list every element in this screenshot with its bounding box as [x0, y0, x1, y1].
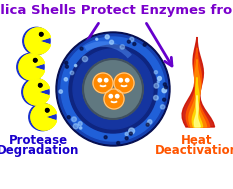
- Circle shape: [158, 77, 161, 80]
- Circle shape: [72, 117, 76, 122]
- Circle shape: [126, 78, 129, 82]
- Circle shape: [110, 40, 113, 44]
- Polygon shape: [23, 60, 31, 64]
- Circle shape: [82, 56, 88, 62]
- Circle shape: [164, 86, 168, 89]
- Wedge shape: [24, 79, 49, 105]
- Circle shape: [105, 35, 109, 39]
- Circle shape: [125, 132, 128, 136]
- Circle shape: [65, 61, 68, 64]
- Circle shape: [29, 103, 56, 131]
- Circle shape: [104, 78, 108, 82]
- Polygon shape: [182, 37, 215, 127]
- Circle shape: [163, 98, 166, 101]
- Circle shape: [154, 83, 159, 88]
- Polygon shape: [189, 60, 207, 127]
- Circle shape: [147, 123, 149, 125]
- Polygon shape: [28, 85, 36, 89]
- Circle shape: [163, 83, 166, 86]
- Circle shape: [83, 59, 143, 119]
- Text: Silica Shells Protect Enzymes from: Silica Shells Protect Enzymes from: [0, 4, 233, 17]
- Circle shape: [64, 78, 68, 81]
- Polygon shape: [28, 95, 36, 99]
- Circle shape: [129, 132, 132, 135]
- Polygon shape: [35, 115, 43, 119]
- Circle shape: [23, 27, 50, 55]
- Circle shape: [75, 64, 77, 67]
- Circle shape: [109, 94, 113, 98]
- Circle shape: [78, 122, 82, 126]
- Circle shape: [22, 78, 49, 106]
- Polygon shape: [29, 44, 37, 48]
- Circle shape: [130, 37, 134, 41]
- Circle shape: [73, 49, 153, 129]
- Polygon shape: [192, 77, 203, 127]
- Circle shape: [154, 71, 158, 74]
- Circle shape: [161, 105, 165, 109]
- Circle shape: [46, 108, 49, 112]
- Circle shape: [79, 127, 82, 129]
- Circle shape: [146, 123, 149, 126]
- Circle shape: [127, 40, 130, 43]
- Circle shape: [104, 89, 124, 109]
- Circle shape: [80, 47, 83, 50]
- Circle shape: [162, 88, 167, 93]
- Circle shape: [69, 45, 157, 133]
- Circle shape: [34, 59, 37, 62]
- Circle shape: [119, 78, 123, 82]
- Circle shape: [38, 84, 42, 87]
- Polygon shape: [35, 120, 43, 124]
- Circle shape: [104, 136, 107, 139]
- Circle shape: [61, 37, 165, 141]
- Wedge shape: [25, 28, 50, 54]
- Text: Protease: Protease: [8, 134, 68, 147]
- Polygon shape: [186, 48, 210, 127]
- Polygon shape: [35, 110, 43, 114]
- Text: Degradation: Degradation: [0, 144, 79, 157]
- Wedge shape: [19, 54, 45, 80]
- Circle shape: [73, 124, 78, 129]
- Wedge shape: [31, 104, 56, 130]
- Circle shape: [114, 73, 134, 93]
- Polygon shape: [28, 90, 36, 94]
- Wedge shape: [24, 79, 49, 105]
- Circle shape: [96, 38, 98, 40]
- Circle shape: [17, 53, 44, 81]
- Circle shape: [59, 90, 62, 93]
- Polygon shape: [23, 70, 31, 74]
- Circle shape: [154, 95, 158, 100]
- Circle shape: [46, 108, 49, 112]
- Wedge shape: [31, 104, 56, 130]
- Circle shape: [133, 43, 136, 46]
- Polygon shape: [194, 95, 200, 127]
- Circle shape: [34, 59, 37, 62]
- Text: Deactivation: Deactivation: [155, 144, 233, 157]
- Circle shape: [143, 43, 146, 46]
- Circle shape: [38, 84, 42, 87]
- Circle shape: [148, 120, 152, 124]
- Circle shape: [116, 94, 119, 98]
- Circle shape: [129, 128, 134, 134]
- Circle shape: [93, 73, 113, 93]
- Circle shape: [65, 65, 69, 68]
- Text: Heat: Heat: [181, 134, 213, 147]
- Circle shape: [120, 45, 125, 49]
- Circle shape: [70, 71, 74, 75]
- Polygon shape: [29, 39, 37, 43]
- Circle shape: [58, 34, 168, 144]
- Circle shape: [98, 78, 102, 82]
- Wedge shape: [19, 54, 45, 80]
- Circle shape: [125, 137, 128, 140]
- Circle shape: [40, 33, 43, 36]
- Circle shape: [157, 81, 159, 83]
- Circle shape: [40, 33, 43, 36]
- Polygon shape: [29, 34, 37, 38]
- Circle shape: [67, 116, 70, 119]
- Circle shape: [117, 142, 120, 145]
- Polygon shape: [23, 65, 31, 69]
- Circle shape: [56, 32, 170, 146]
- Wedge shape: [25, 28, 50, 54]
